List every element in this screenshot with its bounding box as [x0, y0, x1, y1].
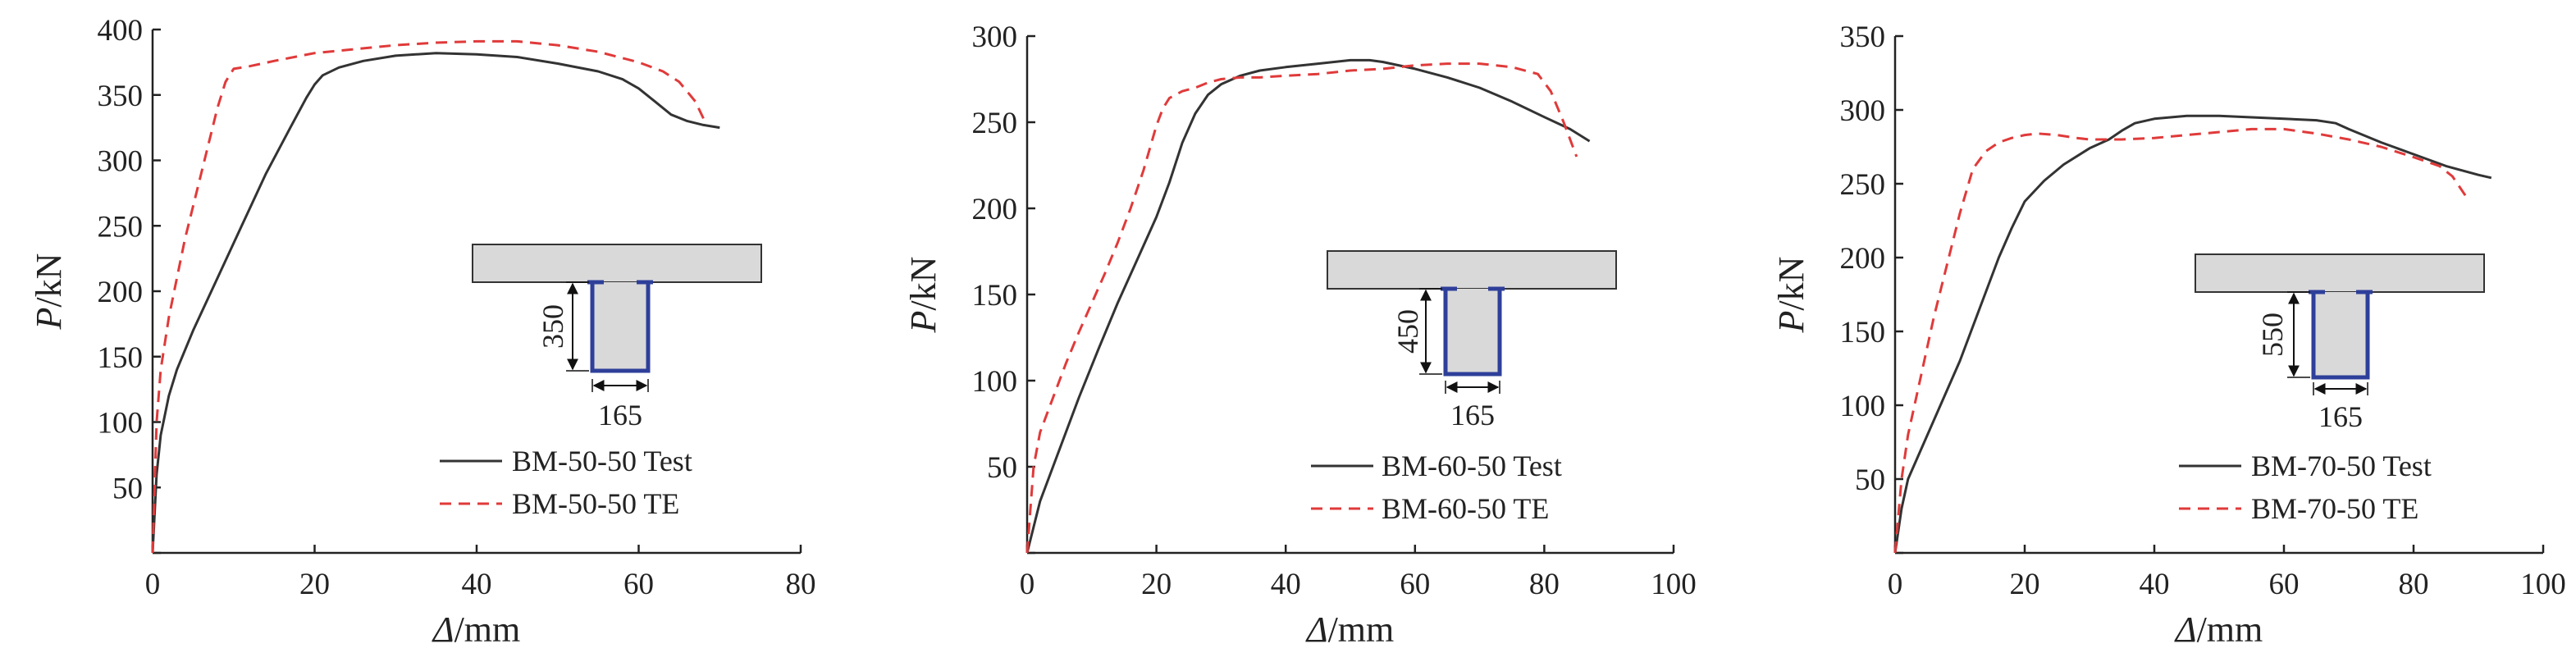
y-tick-label: 150 — [98, 341, 144, 375]
y-tick-label: 100 — [98, 407, 144, 441]
x-axis-variable: Δ — [1305, 609, 1328, 650]
x-tick-label: 20 — [2010, 568, 2040, 601]
chart-panel-1: 50 100 150 200 250 300 350 400 0 20 40 60 80 Δ/mm P/kN… — [29, 14, 816, 650]
x-tick-label: 80 — [786, 568, 816, 601]
legend-entry: BM-60-50 TE — [1382, 492, 1549, 525]
y-tick-label: 50 — [987, 451, 1017, 485]
section-web-fill — [592, 282, 648, 371]
y-tick-label: 200 — [1840, 242, 1886, 276]
series-line-test — [151, 52, 720, 554]
y-tick-label: 150 — [972, 279, 1018, 313]
y-tick-label: 50 — [112, 472, 143, 505]
y-tick-label: 200 — [972, 193, 1018, 226]
legend-entry: BM-50-50 TE — [512, 487, 679, 520]
y-axis-label: P/kN — [1771, 257, 1811, 334]
section-depth-label: 550 — [2256, 313, 2289, 357]
y-tick-label: 200 — [98, 276, 144, 309]
x-tick-label: 60 — [2269, 568, 2300, 601]
y-tick-label: 250 — [1840, 168, 1886, 202]
y-axis-unit: /kN — [29, 253, 69, 308]
x-axis-variable: Δ — [2174, 609, 2197, 650]
y-tick-label: 250 — [98, 210, 144, 244]
section-slab — [472, 244, 762, 283]
section-web-fill — [1446, 289, 1500, 374]
x-axis-label: Δ/mm — [1305, 609, 1395, 650]
section-depth-label: 350 — [537, 304, 569, 349]
x-axis-unit: /mm — [2197, 609, 2263, 650]
x-tick-label: 80 — [1529, 568, 1560, 601]
legend-entry: BM-70-50 TE — [2251, 492, 2418, 525]
x-axis-unit: /mm — [1328, 609, 1395, 650]
x-tick-label: 100 — [1651, 568, 1697, 601]
legend-entry: BM-60-50 Test — [1382, 450, 1562, 482]
y-axis-label: P/kN — [903, 257, 943, 334]
section-steel-channel — [590, 282, 651, 373]
section-slab — [1327, 250, 1617, 290]
series-line-te — [1025, 62, 1578, 554]
x-tick-label: 20 — [299, 568, 330, 601]
y-tick-label: 300 — [972, 21, 1018, 54]
y-tick-label: 300 — [98, 145, 144, 179]
y-tick-label: 400 — [98, 14, 144, 48]
x-tick-label: 60 — [623, 568, 654, 601]
x-tick-label: 0 — [1888, 568, 1903, 601]
section-width-label: 165 — [2318, 400, 2363, 433]
x-tick-label: 40 — [1271, 568, 1301, 601]
series-line-test — [1893, 114, 2492, 554]
y-tick-label: 100 — [972, 365, 1018, 399]
x-tick-label: 80 — [2399, 568, 2429, 601]
y-tick-label: 350 — [98, 80, 144, 113]
x-axis-label: Δ/mm — [432, 609, 521, 650]
section-width-label: 165 — [598, 399, 642, 431]
chart-panel-3: 50 100 150 200 250 300 350 0 20 40 60 80 100 Δ/mm P/kN… — [1771, 21, 2566, 650]
x-axis-label: Δ/mm — [2174, 609, 2263, 650]
y-axis-variable: P — [29, 308, 69, 331]
x-tick-label: 0 — [145, 568, 161, 601]
y-tick-label: 50 — [1855, 463, 1885, 497]
chart-panel-2: 50 100 150 200 250 300 0 20 40 60 80 100 Δ/mm P/kN 450… — [903, 21, 1697, 650]
section-web-fill — [2313, 292, 2368, 377]
section-steel-channel — [1443, 289, 1502, 377]
series-line-te — [151, 39, 705, 554]
y-tick-label: 100 — [1840, 390, 1886, 423]
x-axis-variable: Δ — [432, 609, 454, 650]
section-steel-channel — [2311, 292, 2370, 380]
series-line-te — [1893, 127, 2467, 554]
y-tick-label: 250 — [972, 107, 1018, 140]
y-axis-variable: P — [903, 311, 943, 334]
y-tick-label: 150 — [1840, 316, 1886, 349]
x-tick-label: 40 — [462, 568, 492, 601]
section-slab — [2195, 253, 2485, 293]
y-axis-unit: /kN — [1771, 257, 1811, 311]
section-width-label: 165 — [1450, 399, 1495, 431]
y-tick-label: 300 — [1840, 94, 1886, 128]
x-tick-label: 20 — [1141, 568, 1172, 601]
series-line-test — [1025, 58, 1591, 554]
y-axis-label: P/kN — [29, 253, 69, 331]
x-tick-label: 40 — [2140, 568, 2170, 601]
legend-entry: BM-50-50 Test — [512, 445, 692, 477]
y-tick-label: 350 — [1840, 21, 1886, 54]
x-tick-label: 60 — [1400, 568, 1430, 601]
x-axis-unit: /mm — [454, 609, 521, 650]
x-tick-label: 0 — [1020, 568, 1035, 601]
x-tick-label: 100 — [2520, 568, 2566, 601]
y-axis-unit: /kN — [903, 257, 943, 311]
section-depth-label: 450 — [1391, 309, 1424, 354]
y-axis-variable: P — [1771, 311, 1811, 334]
legend-entry: BM-70-50 Test — [2251, 450, 2432, 482]
